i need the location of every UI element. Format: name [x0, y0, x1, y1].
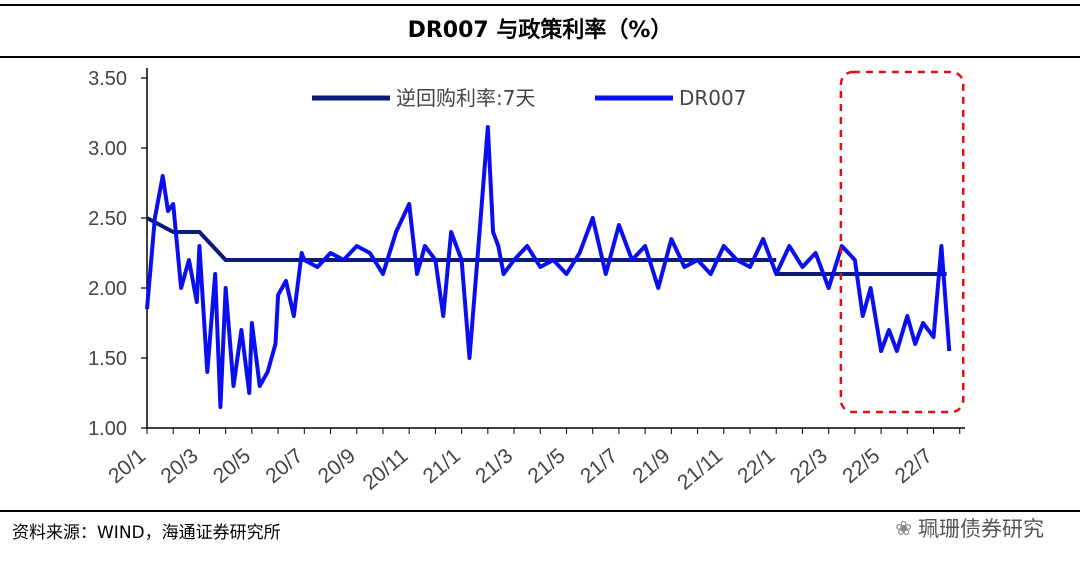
source-note: 资料来源：WIND，海通证券研究所	[12, 523, 281, 543]
watermark-text: 珮珊债券研究	[918, 517, 1044, 541]
line-chart: 1.00 1.50 2.00 2.50 3.00 3.50 20/1 20/3 20/5 20/7…	[88, 68, 965, 495]
watermark: ❀ 珮珊债券研究	[895, 513, 1044, 543]
chart-title: DR007 与政策利率（%）	[407, 18, 673, 43]
x-tick-label: 21/11	[673, 444, 727, 494]
x-tick-label: 22/5	[838, 444, 884, 488]
x-tick-label: 20/7	[261, 444, 307, 488]
dr007-line	[145, 125, 952, 409]
x-tick-label: 21/3	[471, 444, 517, 488]
x-tick-label: 20/3	[157, 444, 203, 488]
y-tick-label: 2.50	[88, 208, 127, 230]
x-tick-label: 22/7	[891, 444, 937, 488]
wechat-icon: ❀	[895, 516, 912, 540]
x-tick-label: 20/5	[209, 444, 255, 488]
legend-label-policy-rate: 逆回购利率:7天	[396, 86, 535, 110]
x-tick-label: 20/9	[314, 444, 360, 488]
x-tick-label: 21/5	[524, 444, 570, 488]
top-rule	[0, 4, 1080, 6]
x-tick-label: 20/1	[104, 444, 150, 488]
highlight-box	[839, 70, 965, 414]
x-tick-label: 21/7	[576, 444, 622, 488]
y-tick-label: 3.50	[88, 68, 127, 90]
title-rule	[0, 56, 1080, 58]
x-tick-label: 22/1	[733, 444, 779, 488]
x-tick-label: 20/11	[359, 444, 413, 494]
x-tick-label: 22/3	[786, 444, 832, 488]
y-tick-label: 3.00	[88, 138, 127, 160]
x-tick-label: 21/9	[628, 444, 674, 488]
y-tick-label: 1.50	[88, 348, 127, 370]
x-tick-label: 21/1	[419, 444, 465, 488]
legend-label-dr007: DR007	[679, 86, 746, 110]
y-tick-label: 1.00	[88, 418, 127, 440]
policy-rate-line	[146, 216, 777, 262]
y-tick-label: 2.00	[88, 278, 127, 300]
footer-rule	[0, 510, 1080, 512]
